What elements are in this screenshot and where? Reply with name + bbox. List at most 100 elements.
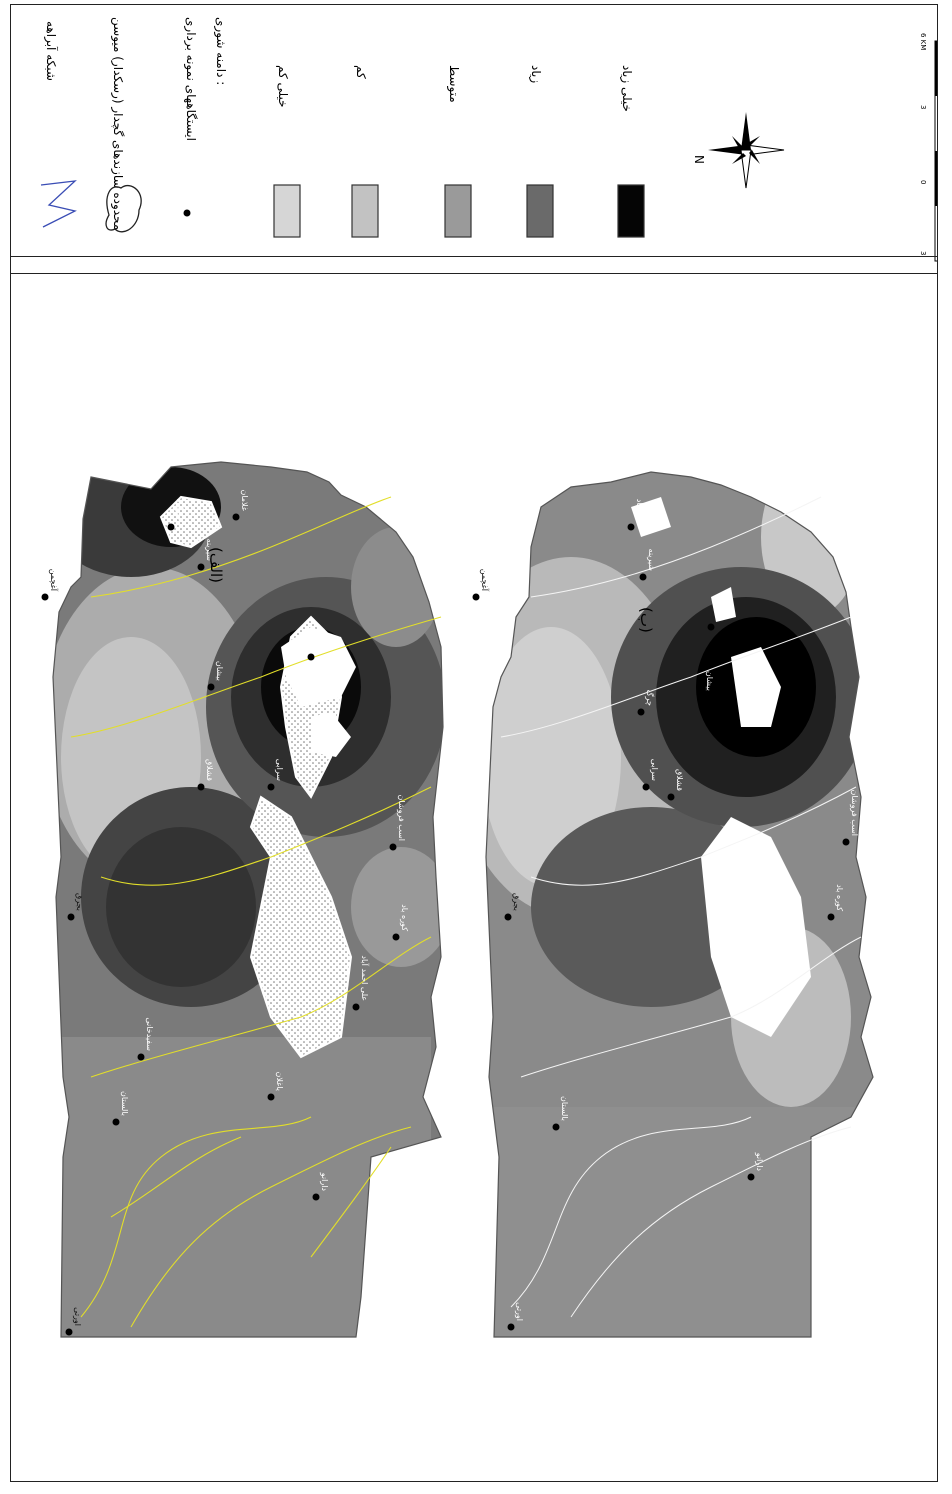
station-point [207,683,215,691]
station-label: آغچمن [49,569,59,592]
salinity-class-label: خیلی کم [276,65,290,108]
station-label: بیشان [705,671,714,691]
river-line-icon [40,180,77,228]
scale-bar [934,40,942,262]
salinity-swatches [273,184,645,238]
station-point [232,513,240,521]
salinity-class-label: کم [354,65,368,79]
station-point [504,913,512,921]
scale-tick-label: 3 [919,251,927,255]
station-label: اسب فروشان [397,795,406,841]
salinity-class-label: خیلی زیاد [619,65,634,112]
station-point [642,783,650,791]
polygon-outline-icon [105,185,142,233]
station-point [392,933,400,941]
stream-network-a [70,496,442,1328]
station-point [197,563,205,571]
station-point [41,593,49,601]
station-label: بالستان [120,1091,129,1116]
station-label: قشلاق [675,769,684,791]
legend-panel: شبکه آبراهه محدوده سازندهای گچدار (رسکدار… [10,4,942,274]
station-point [637,708,645,716]
station-point [267,1093,275,1101]
station-label: شیرینه [647,549,656,572]
station-point [707,623,715,631]
station-label: شیرینه [205,539,214,562]
station-point [747,1173,755,1181]
station-point [312,1193,320,1201]
north-arrow-icon [708,112,785,189]
station-point [639,573,647,581]
scale-tick-label: 3 [919,105,927,109]
station-point [352,1003,360,1011]
station-label: کوره باد [400,904,409,931]
stations-b: آغچمن خیرآباد شیرینه غلامان چرگ بیشان قشلاق سرا… [472,499,859,1331]
station-label: بجرق [75,893,84,911]
station-point [267,783,275,791]
salinity-class-swatch [273,184,301,238]
map-b-caption: (ب) [637,607,655,633]
station-point [552,1123,560,1131]
station-label: غلامان [715,599,724,621]
legend-texts: شبکه آبراهه محدوده سازندهای گچدار (رسکدار… [43,17,634,230]
station-point [507,1323,515,1331]
station-point [842,838,850,846]
station-point [197,783,205,791]
station-label: خیرآباد [175,499,185,521]
station-label: اورتی [515,1302,524,1321]
station-label: قشلاق [205,759,214,781]
map-svg: آغچمن خیرآباد شیرینه غلامان چرگ بیشان قشلاق سرا… [41,461,874,1338]
station-point [137,1053,145,1061]
station-label: سرابی [275,759,284,782]
legend-svg: شبکه آبراهه محدوده سازندهای گچدار (رسکدار… [40,17,942,262]
station-label: دارانو [755,1152,764,1172]
station-label: کوره باد [835,884,844,911]
station-label: سفیدخانی [145,1017,154,1051]
station-point [667,793,675,801]
salinity-class-swatch [444,184,472,238]
station-point [307,653,315,661]
point-icon [183,209,191,217]
station-point [67,913,75,921]
station-label: بجرق [512,893,521,911]
station-label: اسب فروشان [850,790,859,836]
station-label: چرگ [315,634,325,651]
station-label: آغچمن [480,569,490,592]
stream-network-b [500,496,862,1318]
legend-item-label: محدوده سازندهای گچدار (رسکدار) میوسن [110,17,125,230]
legend-item-label: ایستگاههای نمونه برداری [183,17,198,141]
scale-ticks: 3 0 3 6 KM [919,33,927,255]
salinity-map-b: آغچمن خیرآباد شیرینه غلامان چرگ بیشان قشلاق سرا… [472,471,874,1338]
scale-tick-label: 0 [919,180,927,184]
station-point [65,1328,73,1336]
station-label: بیشان [215,661,224,681]
station-label: خیرآباد [635,499,645,521]
legend-item-label: شبکه آبراهه [43,21,59,81]
station-label: بالستان [560,1096,569,1121]
station-label: چرگ [645,689,655,706]
station-point [627,523,635,531]
salinity-class-swatch [526,184,554,238]
map-a-caption: (الف) [207,547,225,583]
station-label: سرابی [650,759,659,782]
station-point [167,523,175,531]
salinity-range-title: دامنه شوری : [213,17,228,85]
station-point [472,593,480,601]
station-point [697,693,705,701]
station-point [389,843,397,851]
scale-tick-label: 6 KM [919,33,927,50]
salinity-class-swatch [617,184,645,238]
north-label: N [692,155,706,164]
stations-a: آغچمن خیرآباد شیرینه غلامان چرگ بیشان قشلاق سرا… [41,489,409,1336]
station-label: دارانو [320,1172,329,1192]
station-point [112,1118,120,1126]
station-label: اورتی [73,1307,82,1326]
station-label: غلامان [240,489,249,511]
station-label: یاغلان [275,1072,284,1092]
salinity-map-a: آغچمن خیرآباد شیرینه غلامان چرگ بیشان قشلاق سرا… [41,461,444,1338]
salinity-class-swatch [351,184,379,238]
station-point [827,913,835,921]
salinity-class-label: زیاد [528,65,543,83]
map-panel: آغچمن خیرآباد شیرینه غلامان چرگ بیشان قشلاق سرا… [10,256,938,1482]
salinity-class-label: متوسط [446,65,461,103]
